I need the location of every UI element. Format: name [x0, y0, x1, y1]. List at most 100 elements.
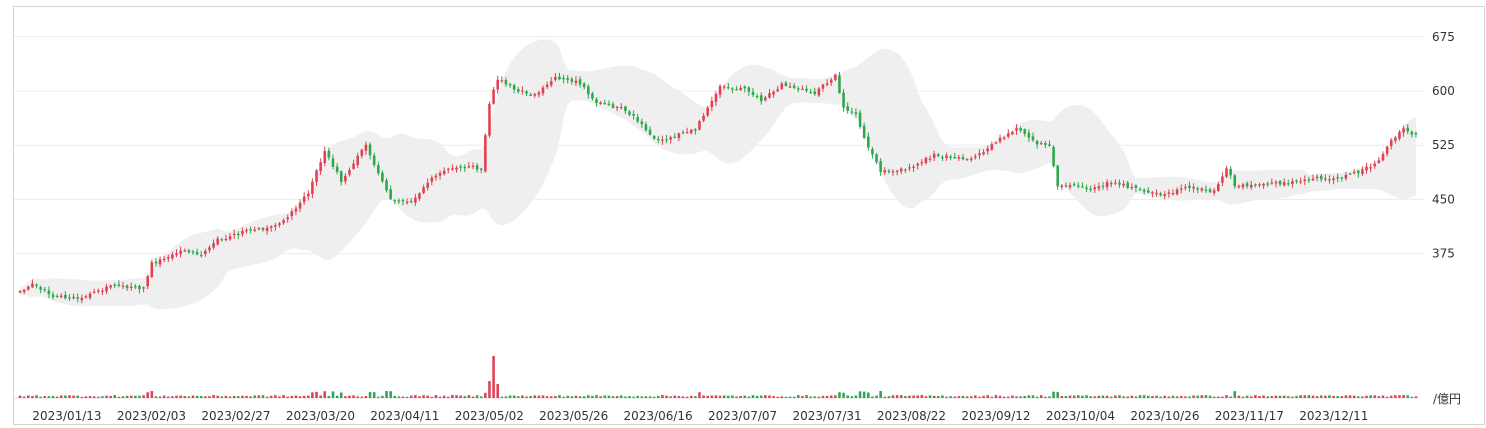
candle-body	[595, 99, 598, 103]
x-tick-label: 2023/04/11	[370, 409, 439, 423]
candle-body	[319, 162, 322, 172]
candle-body	[146, 276, 149, 287]
candle-body	[492, 89, 495, 104]
candle-body	[323, 150, 327, 163]
candle-body	[986, 148, 989, 152]
volume-bar	[1126, 396, 1129, 398]
candle-body	[59, 295, 63, 298]
volume-bar	[665, 395, 668, 398]
candle-body	[916, 163, 919, 166]
volume-bar	[1093, 396, 1097, 398]
candle-body	[195, 251, 199, 255]
candle-body	[1159, 193, 1162, 196]
candle-body	[718, 86, 722, 95]
candle-body	[1217, 184, 1220, 192]
candle-body	[545, 84, 549, 88]
volume-bar	[1319, 395, 1323, 398]
candle-body	[743, 86, 747, 89]
candle-body	[389, 189, 392, 200]
candle-body	[162, 258, 166, 261]
candle-body	[895, 170, 899, 172]
volume-bar	[772, 396, 775, 398]
candle-body	[1171, 193, 1175, 195]
candle-body	[1044, 143, 1047, 145]
candle-body	[1114, 182, 1117, 184]
volume-bar	[899, 395, 903, 398]
volume-bar	[731, 395, 734, 398]
candle-body	[566, 78, 569, 80]
candle-body	[924, 157, 928, 163]
candle-body	[1147, 190, 1150, 193]
candle-body	[982, 152, 985, 155]
volume-bar	[858, 391, 862, 398]
volume-bar	[327, 395, 331, 398]
candle-body	[1344, 174, 1348, 179]
volume-bar	[1241, 396, 1245, 398]
volume-bar	[208, 396, 211, 398]
candle-body	[957, 157, 961, 159]
candle-body	[1377, 160, 1381, 163]
volume-bar	[1389, 395, 1393, 398]
candle-body	[1406, 127, 1409, 132]
candle-body	[352, 163, 355, 169]
x-tick-label: 2023/01/13	[32, 409, 101, 423]
volume-bar	[998, 395, 1002, 398]
volume-bar	[294, 395, 298, 398]
candle-body	[88, 293, 92, 298]
candle-body	[1019, 128, 1022, 131]
volume-bar	[706, 395, 709, 398]
candle-body	[875, 154, 878, 163]
candle-body	[22, 289, 26, 293]
volume-bar	[920, 395, 924, 398]
volume-bar	[216, 395, 219, 398]
volume-bar	[101, 396, 104, 398]
candle-body	[1031, 136, 1035, 141]
candle-body	[241, 230, 244, 235]
volume-bar	[1254, 395, 1257, 398]
volume-bar	[624, 396, 627, 398]
candle-body	[467, 166, 471, 168]
volume-bar	[1262, 395, 1265, 398]
candle-body	[290, 211, 294, 217]
volume-bar	[694, 396, 697, 398]
volume-bar	[545, 396, 549, 398]
volume-bar	[850, 396, 854, 398]
candle-body	[1155, 192, 1158, 195]
bollinger-band-layer	[20, 39, 1416, 310]
candle-body	[517, 89, 520, 92]
volume-bar	[801, 395, 804, 398]
volume-bar	[274, 395, 277, 398]
candle-body	[204, 250, 207, 255]
candle-body	[661, 139, 664, 141]
candle-body	[821, 84, 825, 89]
candle-body	[1352, 171, 1356, 174]
candle-body	[850, 111, 854, 113]
candle-body	[685, 131, 689, 134]
candle-body	[1307, 179, 1311, 181]
volume-bar	[941, 395, 944, 398]
volume-bar	[1184, 396, 1187, 398]
volume-bar	[339, 392, 343, 398]
candle-body	[582, 83, 586, 88]
candle-body	[1167, 192, 1171, 194]
candle-body	[463, 167, 467, 169]
candle-body	[409, 201, 413, 203]
candle-body	[117, 284, 121, 286]
volume-bar	[702, 395, 705, 398]
volume-bar	[409, 395, 413, 398]
candle-body	[899, 168, 903, 172]
volume-bar	[636, 395, 639, 398]
volume-bar	[146, 392, 149, 398]
candle-body	[998, 137, 1002, 142]
candle-body	[39, 287, 42, 290]
candle-body	[475, 165, 479, 170]
volume-bar	[1175, 396, 1179, 398]
volume-bar	[479, 396, 483, 398]
candle-body	[570, 79, 574, 82]
candle-body	[1007, 133, 1010, 137]
volume-bar	[1402, 395, 1405, 398]
candle-body	[381, 172, 384, 182]
candle-body	[788, 86, 792, 88]
y-tick-label: 450	[1432, 192, 1455, 206]
volume-bar	[1048, 396, 1051, 398]
